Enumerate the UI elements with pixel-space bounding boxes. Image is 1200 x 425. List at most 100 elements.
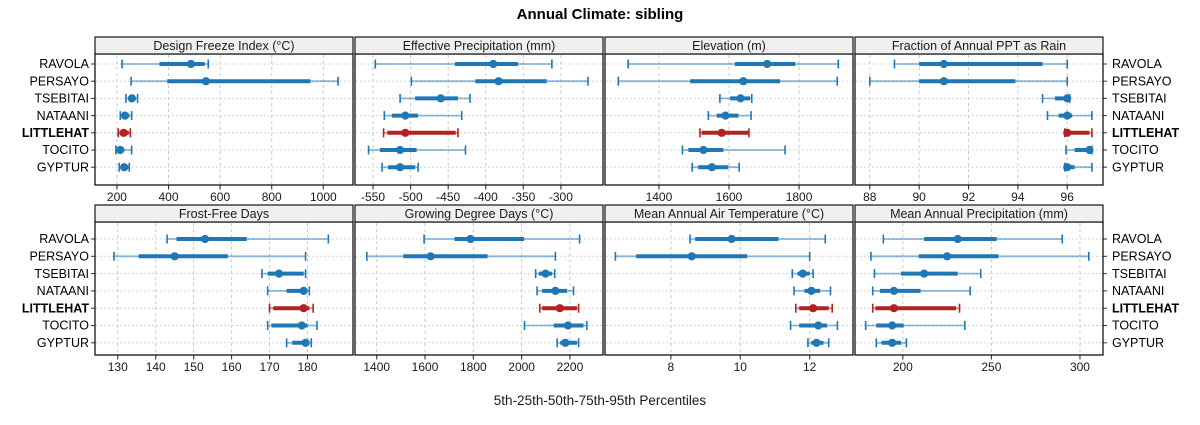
percentiles-caption: 5th-25th-50th-75th-95th Percentiles	[493, 393, 707, 408]
whisker-row-tocito	[266, 321, 318, 330]
panel-strip-title: Fraction of Annual PPT as Rain	[892, 39, 1066, 53]
whisker-row-tocito	[115, 145, 133, 155]
median-dot	[953, 234, 962, 244]
trellis-panel: 8 10 12 Mean Annual Air Temperature (°C)	[604, 204, 854, 374]
whisker-row-tocito	[681, 145, 786, 155]
median-dot	[717, 128, 726, 137]
median-dot	[395, 163, 405, 172]
whisker-row-tsebitai	[399, 93, 471, 103]
whisker-row-gyptur	[556, 338, 580, 348]
x-tick-label: 170	[260, 360, 280, 374]
x-tick-label: 1600	[412, 360, 439, 374]
whisker-row-persayo	[870, 251, 1090, 261]
panel-strip	[354, 36, 604, 55]
site-label-right-littlehat: LITTLEHAT	[1112, 301, 1179, 315]
whisker-row-nataani	[119, 111, 133, 121]
median-dot	[727, 234, 736, 244]
whisker-row-tsebitai	[791, 269, 814, 279]
whisker-row-nataani	[707, 111, 752, 121]
x-tick-label: 250	[981, 360, 1001, 374]
median-dot	[127, 94, 136, 103]
median-dot	[200, 234, 210, 244]
median-dot	[466, 234, 475, 244]
trellis-panel: 130 140 150 160 170 180 Frost-Free Days	[94, 204, 354, 374]
whisker-row-persayo	[130, 76, 339, 86]
site-label-right-tocito: TOCITO	[1112, 319, 1159, 333]
panel-strip	[94, 36, 354, 55]
x-tick-label: 1400	[646, 190, 673, 204]
x-tick-label: 800	[262, 190, 282, 204]
panel-strip-title: Mean Annual Precipitation (mm)	[890, 207, 1068, 221]
whisker-row-gyptur	[285, 338, 313, 348]
x-tick-label: 12	[803, 360, 817, 374]
site-label-right-nataani: NATAANI	[1112, 284, 1164, 298]
x-tick-label: 1800	[460, 360, 487, 374]
x-tick-label: -300	[549, 190, 573, 204]
x-tick-label: 90	[912, 190, 926, 204]
median-dot	[563, 321, 573, 330]
x-tick-label: 200	[893, 360, 913, 374]
median-dot	[809, 304, 818, 313]
whisker-row-gyptur	[807, 338, 830, 348]
whisker-row-littlehat	[871, 303, 961, 313]
median-dot	[494, 77, 503, 86]
x-tick-label: 88	[863, 190, 877, 204]
median-dot	[888, 321, 897, 330]
x-tick-label: 140	[146, 360, 166, 374]
site-label-left-tsebitai: TSEBITAI	[34, 267, 89, 281]
median-dot	[116, 145, 125, 155]
site-label-right-gyptur: GYPTUR	[1112, 336, 1164, 350]
whisker-row-persayo	[366, 251, 557, 261]
site-label-right-persayo: PERSAYO	[1112, 74, 1172, 88]
site-label-left-littlehat: LITTLEHAT	[22, 126, 89, 140]
median-dot	[939, 59, 948, 69]
whisker-row-littlehat	[794, 303, 833, 313]
trellis-panel: 1400 1600 1800 Elevation (m)	[604, 36, 854, 204]
whisker-row-tocito	[1065, 145, 1094, 155]
median-dot	[1063, 163, 1072, 172]
site-label-left-tsebitai: TSEBITAI	[34, 92, 89, 106]
median-dot	[814, 321, 823, 330]
median-dot	[551, 286, 560, 295]
x-tick-label: -400	[474, 190, 498, 204]
x-tick-label: 10	[734, 360, 748, 374]
site-label-right-tsebitai: TSEBITAI	[1112, 267, 1167, 281]
whisker-row-nataani	[383, 111, 463, 121]
panel-strip	[604, 36, 854, 55]
median-dot	[807, 286, 816, 295]
whisker-row-ravola	[423, 234, 581, 244]
site-label-right-gyptur: GYPTUR	[1112, 160, 1164, 174]
panel-strip	[354, 204, 604, 223]
median-dot	[119, 128, 128, 137]
median-dot	[301, 338, 310, 347]
whisker-row-persayo	[617, 76, 839, 86]
panel-background	[95, 54, 353, 185]
x-tick-label: 96	[1061, 190, 1075, 204]
site-label-right-littlehat: LITTLEHAT	[1112, 126, 1179, 140]
x-tick-label: 160	[222, 360, 242, 374]
whisker-row-persayo	[113, 251, 307, 261]
whisker-row-nataani	[536, 286, 575, 296]
x-tick-label: 2200	[557, 360, 584, 374]
whisker-row-tocito	[789, 321, 839, 330]
whisker-row-gyptur	[118, 162, 131, 172]
whisker-row-tsebitai	[1041, 93, 1072, 103]
trellis-panel: 88 90 92 94 96 Fraction of Annual PPT as Rain	[854, 36, 1104, 204]
panel-strip	[854, 204, 1104, 223]
whisker-row-nataani	[793, 286, 832, 296]
site-label-left-tocito: TOCITO	[42, 319, 89, 333]
panel-background	[355, 54, 603, 185]
whisker-row-tsebitai	[873, 269, 982, 279]
whisker-row-tsebitai	[261, 269, 307, 279]
median-dot	[687, 252, 696, 261]
median-dot	[299, 286, 308, 295]
median-dot	[919, 269, 929, 278]
x-tick-label: 2000	[508, 360, 535, 374]
median-dot	[1063, 111, 1072, 120]
median-dot	[721, 111, 730, 120]
x-tick-label: -350	[511, 190, 535, 204]
median-dot	[889, 286, 899, 295]
page-title: Annual Climate: sibling	[516, 6, 684, 23]
median-dot	[120, 111, 130, 120]
